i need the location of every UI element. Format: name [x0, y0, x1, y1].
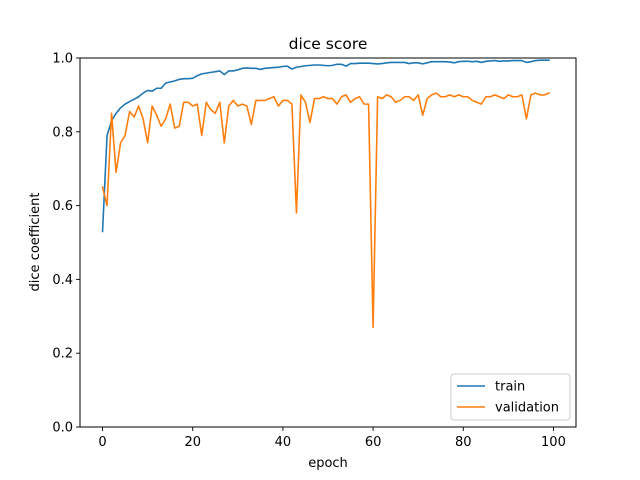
plot-frame — [79, 57, 577, 428]
y-tick-label: 1.0 — [52, 52, 73, 67]
chart-title: dice score — [289, 35, 368, 53]
y-tick-label: 0.8 — [52, 125, 73, 140]
series-line-train — [101, 59, 550, 233]
x-tick-label: 0 — [98, 435, 106, 450]
plot-area — [79, 57, 577, 428]
y-tick-label: 0.2 — [52, 347, 73, 362]
x-tick-label: 60 — [365, 435, 382, 450]
legend-label-validation: validation — [495, 401, 559, 416]
x-tick-label: 40 — [275, 435, 292, 450]
x-axis: 0 20 40 60 80 100 — [98, 427, 566, 450]
legend-label-train: train — [495, 380, 525, 395]
x-axis-label: epoch — [308, 456, 348, 471]
series-line-validation — [101, 92, 550, 329]
y-axis-label: dice coefficient — [28, 193, 43, 292]
legend: train validation — [450, 373, 571, 421]
x-tick-label: 80 — [455, 435, 472, 450]
y-tick-label: 0.6 — [52, 199, 73, 214]
x-tick-label: 20 — [184, 435, 201, 450]
x-tick-label: 100 — [541, 435, 566, 450]
y-tick-label: 0.4 — [52, 273, 73, 288]
y-tick-label: 0.0 — [52, 421, 73, 436]
y-axis: 0.0 0.2 0.4 0.6 0.8 1.0 — [52, 52, 80, 436]
